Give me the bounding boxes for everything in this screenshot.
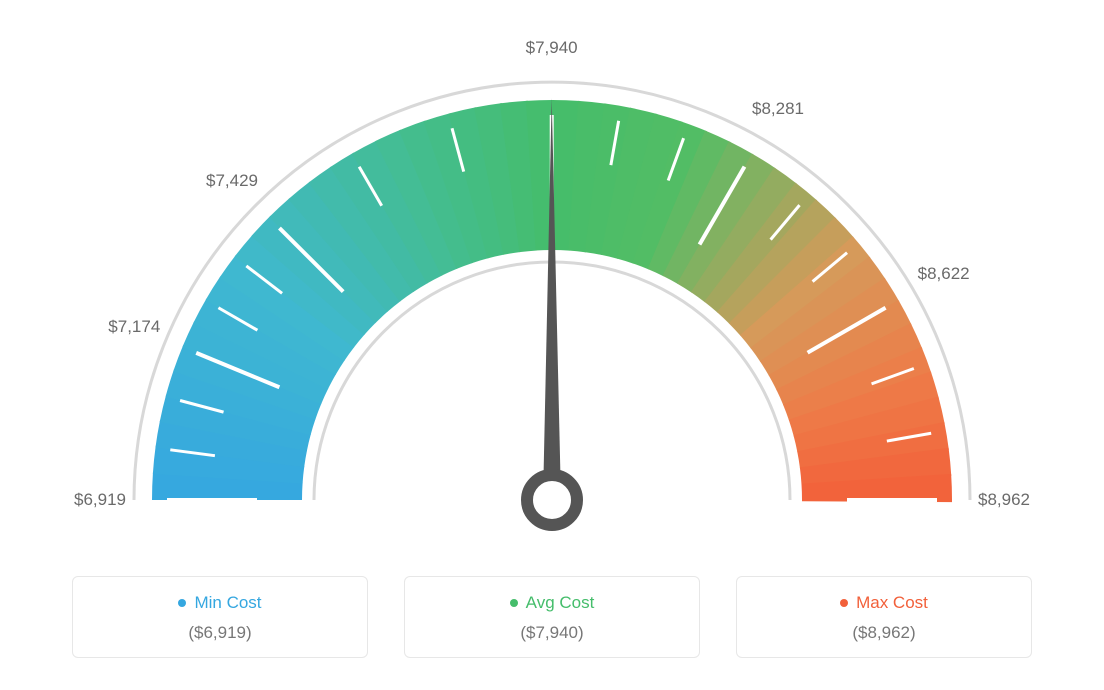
gauge-tick-label: $7,429	[206, 171, 258, 191]
legend-card: Max Cost ($8,962)	[736, 576, 1032, 658]
legend-card: Avg Cost ($7,940)	[404, 576, 700, 658]
legend-value: ($7,940)	[520, 623, 583, 643]
gauge-needle-hub	[527, 475, 577, 525]
legend-dot	[510, 599, 518, 607]
legend-value: ($8,962)	[852, 623, 915, 643]
gauge-tick-label: $8,281	[752, 99, 804, 119]
legend-label: Min Cost	[194, 593, 261, 613]
legend-dot	[178, 599, 186, 607]
legend-row: Min Cost ($6,919) Avg Cost ($7,940) Max Cost…	[0, 576, 1104, 658]
legend-value: ($6,919)	[188, 623, 251, 643]
gauge-tick-label: $6,919	[74, 490, 126, 510]
gauge-tick-label: $8,962	[978, 490, 1030, 510]
gauge-tick-label: $7,174	[108, 317, 160, 337]
legend-card: Min Cost ($6,919)	[72, 576, 368, 658]
legend-label: Avg Cost	[526, 593, 595, 613]
legend-dot	[840, 599, 848, 607]
gauge-tick-label: $8,622	[918, 264, 970, 284]
legend-label: Max Cost	[856, 593, 928, 613]
gauge-tick-label: $7,940	[526, 38, 578, 58]
